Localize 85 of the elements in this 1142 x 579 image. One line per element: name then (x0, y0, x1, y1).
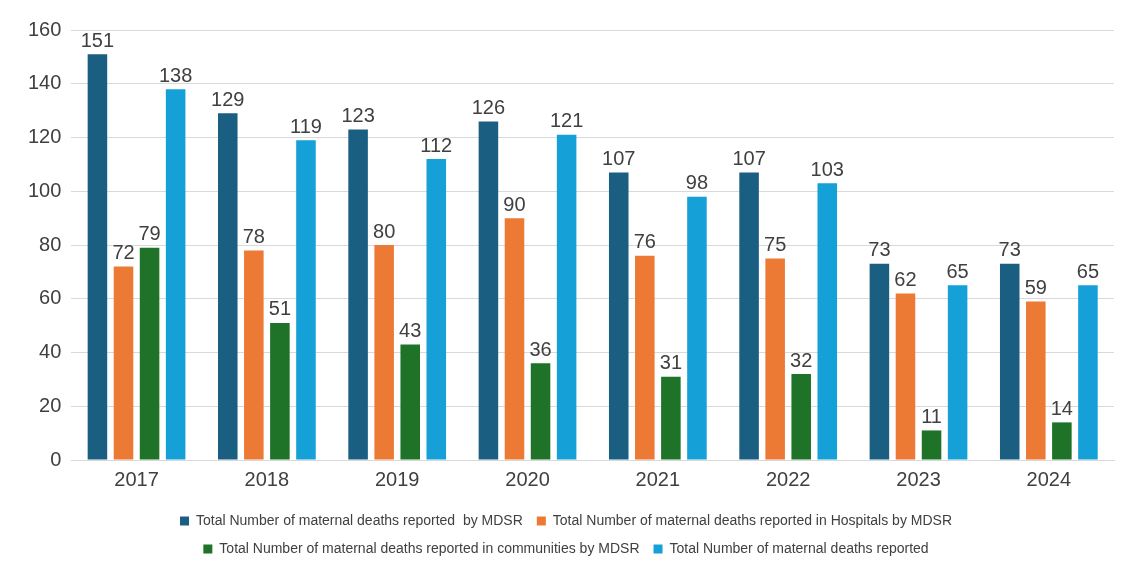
bar (165, 89, 186, 460)
bar (504, 218, 525, 460)
bar (374, 245, 394, 460)
data-label: 112 (420, 133, 453, 156)
data-label: 59 (1024, 275, 1047, 298)
data-label: 107 (602, 146, 636, 169)
y-tick-label: 60 (39, 286, 62, 309)
bar (139, 247, 160, 460)
data-label: 51 (268, 297, 292, 320)
data-label: 31 (659, 351, 683, 374)
data-label: 126 (471, 95, 506, 118)
data-label: 121 (549, 109, 584, 132)
data-label: 73 (998, 238, 1021, 261)
data-label: 75 (764, 232, 787, 255)
bar (635, 255, 655, 460)
data-label: 72 (112, 241, 135, 264)
bar (869, 263, 890, 460)
data-label: 43 (399, 318, 422, 341)
legend-label: Total Number of maternal deaths reported in communities by MDSR (219, 539, 640, 556)
legend-label: Total Number of maternal deaths reported by MDSR (196, 511, 523, 528)
bar (87, 54, 108, 460)
bar (426, 159, 447, 460)
bar (1052, 422, 1072, 460)
bar (478, 121, 499, 460)
data-label: 98 (685, 171, 709, 194)
bar (270, 322, 290, 460)
data-label: 14 (1050, 396, 1073, 419)
bar (947, 285, 968, 460)
x-tick-label: 2021 (635, 467, 681, 490)
bar (556, 134, 577, 460)
y-tick-label: 40 (39, 340, 62, 363)
data-label: 36 (529, 337, 552, 360)
x-tick-label: 2023 (896, 467, 941, 490)
y-tick-label: 100 (27, 178, 62, 201)
x-tick-label: 2020 (505, 467, 550, 490)
bar (530, 363, 551, 460)
bar (999, 263, 1020, 460)
data-label: 103 (810, 157, 844, 180)
y-tick-label: 20 (39, 393, 62, 416)
data-label: 151 (80, 28, 115, 51)
x-tick-label: 2019 (374, 467, 420, 490)
x-tick-label: 2024 (1026, 467, 1072, 490)
x-tick-label: 2022 (765, 467, 811, 490)
y-tick-label: 140 (27, 71, 62, 94)
bar (791, 374, 811, 460)
bar (244, 250, 264, 460)
bar (765, 258, 785, 460)
bar (739, 172, 759, 460)
data-label: 62 (894, 267, 917, 290)
bar (1078, 285, 1098, 460)
data-label: 119 (290, 114, 322, 137)
data-label: 32 (790, 348, 813, 371)
bar (921, 430, 942, 460)
data-label: 80 (373, 219, 396, 242)
bar (400, 344, 420, 460)
bar (895, 293, 916, 460)
x-tick-label: 2018 (244, 467, 290, 490)
x-tick-label: 2017 (114, 467, 159, 490)
data-label: 76 (633, 230, 656, 253)
bar (348, 129, 368, 460)
data-label: 107 (732, 146, 766, 169)
legend-label: Total Number of maternal deaths reported (669, 539, 929, 556)
data-label: 73 (868, 238, 891, 261)
bar (113, 266, 134, 460)
bar (687, 196, 707, 460)
bar (296, 140, 316, 460)
data-label: 78 (242, 224, 265, 247)
data-label: 129 (211, 87, 245, 110)
data-label: 138 (158, 63, 193, 86)
bar (1026, 301, 1046, 460)
y-tick-label: 160 (27, 17, 62, 40)
data-label: 79 (138, 222, 161, 245)
data-label: 65 (946, 259, 969, 282)
data-label: 90 (503, 192, 526, 215)
bar (217, 113, 238, 460)
data-label: 65 (1076, 259, 1100, 282)
bar (817, 183, 838, 460)
legend-label: Total Number of maternal deaths reported in Hospitals by MDSR (552, 511, 952, 528)
y-tick-label: 120 (27, 125, 62, 148)
y-tick-label: 0 (50, 447, 62, 470)
bar (661, 376, 681, 460)
bar (608, 172, 629, 460)
data-label: 123 (341, 103, 375, 126)
data-label: 11 (921, 404, 942, 427)
y-tick-label: 80 (39, 232, 62, 255)
